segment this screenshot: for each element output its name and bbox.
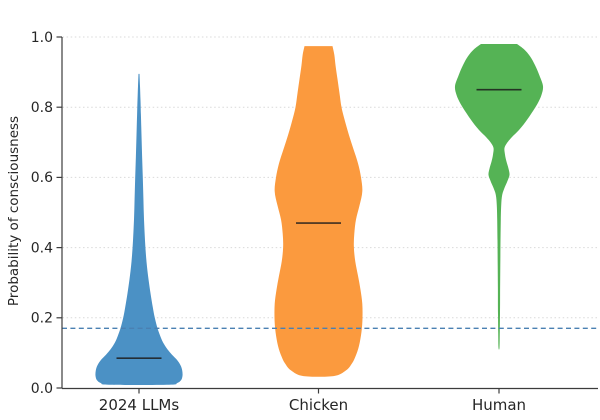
x-tick-label: Human bbox=[472, 396, 526, 414]
violin-human bbox=[454, 44, 544, 350]
y-tick-label: 0.0 bbox=[31, 381, 53, 397]
y-tick-label: 0.4 bbox=[31, 240, 53, 256]
y-tick-label: 0.8 bbox=[31, 100, 53, 116]
x-tick-label: 2024 LLMs bbox=[99, 396, 180, 414]
x-tick-label: Chicken bbox=[289, 396, 348, 414]
y-tick-label: 0.2 bbox=[31, 311, 53, 327]
y-tick-label: 0.6 bbox=[31, 170, 53, 186]
y-tick-label: 1.0 bbox=[31, 30, 53, 46]
violin-chicken bbox=[274, 46, 363, 377]
violin-2024-llms bbox=[95, 73, 183, 386]
